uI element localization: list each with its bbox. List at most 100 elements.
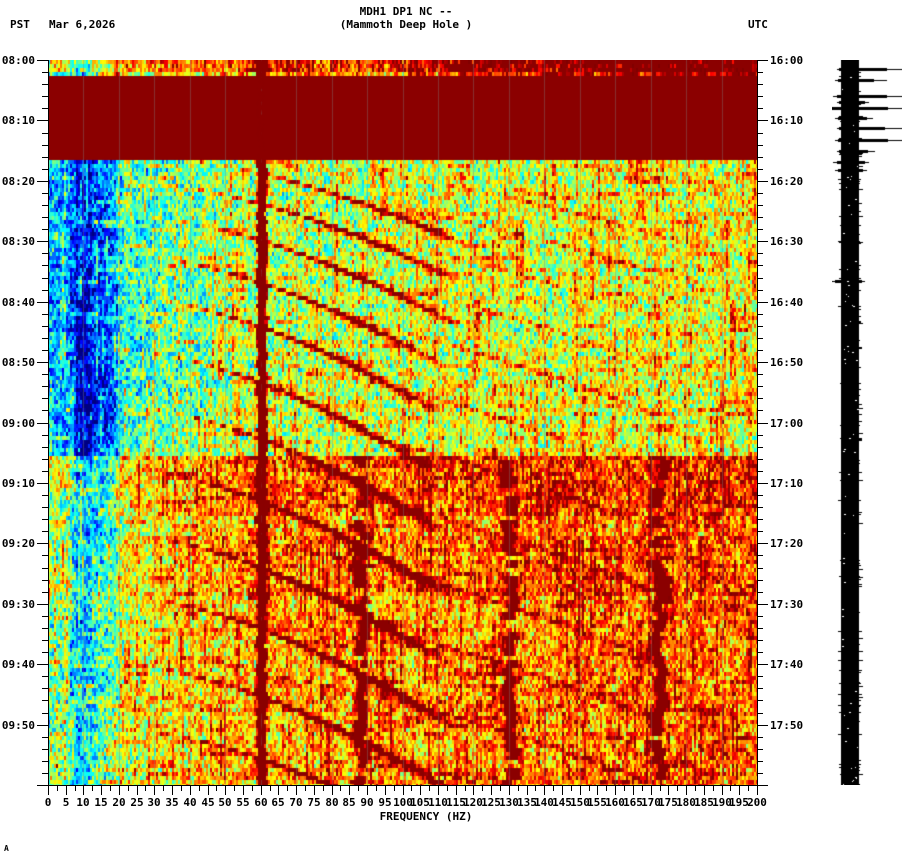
time-tick-left bbox=[42, 713, 48, 714]
time-tick-right bbox=[757, 725, 768, 726]
time-tick-left bbox=[37, 725, 48, 726]
frequency-tick bbox=[349, 786, 350, 795]
frequency-label: 125 bbox=[481, 796, 501, 809]
frequency-tick bbox=[358, 786, 359, 791]
time-tick-right bbox=[757, 628, 763, 629]
time-label-left: 09:40 bbox=[1, 658, 35, 671]
time-tick-left bbox=[42, 568, 48, 569]
time-tick-left bbox=[42, 398, 48, 399]
frequency-tick bbox=[500, 786, 501, 791]
frequency-tick bbox=[75, 786, 76, 791]
time-tick-left bbox=[42, 628, 48, 629]
frequency-tick bbox=[748, 786, 749, 791]
time-label-right: 16:40 bbox=[770, 296, 804, 309]
time-label-right: 17:20 bbox=[770, 537, 804, 550]
frequency-axis-title: FREQUENCY (HZ) bbox=[0, 810, 902, 823]
time-tick-left bbox=[42, 737, 48, 738]
time-tick-right bbox=[757, 580, 763, 581]
frequency-tick bbox=[340, 786, 341, 791]
frequency-tick bbox=[473, 786, 474, 795]
frequency-label: 30 bbox=[147, 796, 161, 809]
frequency-tick bbox=[491, 786, 492, 795]
frequency-tick bbox=[261, 786, 262, 795]
frequency-tick bbox=[509, 786, 510, 795]
time-tick-left bbox=[42, 688, 48, 689]
frequency-label: 170 bbox=[641, 796, 661, 809]
time-tick-right bbox=[757, 253, 763, 254]
time-tick-right bbox=[757, 108, 763, 109]
frequency-tick bbox=[677, 786, 678, 791]
frequency-label: 60 bbox=[254, 796, 268, 809]
time-tick-left bbox=[37, 120, 48, 121]
time-tick-left bbox=[37, 423, 48, 424]
header-station-name: (Mammoth Deep Hole ) bbox=[0, 18, 902, 31]
frequency-label: 70 bbox=[289, 796, 303, 809]
time-tick-left bbox=[42, 157, 48, 158]
time-tick-left bbox=[42, 253, 48, 254]
time-tick-left bbox=[37, 362, 48, 363]
time-tick-left bbox=[42, 265, 48, 266]
frequency-tick bbox=[296, 786, 297, 795]
time-tick-right bbox=[757, 84, 763, 85]
frequency-tick bbox=[101, 786, 102, 795]
time-tick-right bbox=[757, 362, 768, 363]
time-label-right: 17:50 bbox=[770, 719, 804, 732]
time-tick-left bbox=[42, 676, 48, 677]
time-tick-right bbox=[757, 785, 768, 786]
frequency-tick bbox=[385, 786, 386, 795]
time-tick-right bbox=[757, 290, 763, 291]
frequency-label: 25 bbox=[130, 796, 144, 809]
frequency-tick bbox=[580, 786, 581, 795]
frequency-tick bbox=[597, 786, 598, 795]
header-station-line-text: MDH1 DP1 NC -- bbox=[359, 5, 453, 18]
frequency-tick bbox=[314, 786, 315, 795]
frequency-tick bbox=[332, 786, 333, 795]
time-tick-right bbox=[757, 640, 763, 641]
time-label-left: 08:20 bbox=[1, 175, 35, 188]
frequency-tick bbox=[110, 786, 111, 791]
frequency-tick bbox=[252, 786, 253, 791]
frequency-tick bbox=[225, 786, 226, 795]
frequency-label: 20 bbox=[112, 796, 126, 809]
frequency-tick bbox=[553, 786, 554, 791]
frequency-tick bbox=[208, 786, 209, 795]
time-tick-right bbox=[757, 423, 768, 424]
frequency-tick bbox=[411, 786, 412, 791]
time-label-right: 16:20 bbox=[770, 175, 804, 188]
frequency-tick bbox=[128, 786, 129, 791]
frequency-label: 185 bbox=[694, 796, 714, 809]
time-tick-right bbox=[757, 60, 768, 61]
frequency-label: 165 bbox=[623, 796, 643, 809]
time-tick-right bbox=[757, 555, 763, 556]
time-tick-left bbox=[42, 229, 48, 230]
time-tick-right bbox=[757, 326, 763, 327]
time-label-left: 08:50 bbox=[1, 356, 35, 369]
time-label-right: 17:40 bbox=[770, 658, 804, 671]
time-tick-left bbox=[42, 495, 48, 496]
axis-line-left bbox=[48, 60, 49, 785]
time-tick-left bbox=[37, 785, 48, 786]
frequency-tick bbox=[145, 786, 146, 791]
frequency-label: 75 bbox=[307, 796, 321, 809]
time-tick-left bbox=[42, 217, 48, 218]
frequency-tick bbox=[589, 786, 590, 791]
frequency-label: 65 bbox=[271, 796, 285, 809]
frequency-axis-title-text: FREQUENCY (HZ) bbox=[379, 810, 473, 823]
frequency-tick bbox=[163, 786, 164, 791]
time-tick-right bbox=[757, 374, 763, 375]
spectrogram-plot[interactable] bbox=[48, 60, 757, 785]
frequency-label: 5 bbox=[62, 796, 70, 809]
time-label-left: 09:20 bbox=[1, 537, 35, 550]
time-tick-right bbox=[757, 664, 768, 665]
time-tick-right bbox=[757, 229, 763, 230]
time-tick-left bbox=[37, 483, 48, 484]
frequency-tick bbox=[713, 786, 714, 791]
time-label-left: 08:40 bbox=[1, 296, 35, 309]
time-tick-left bbox=[42, 278, 48, 279]
frequency-tick bbox=[243, 786, 244, 795]
time-tick-right bbox=[757, 410, 763, 411]
time-tick-left bbox=[42, 640, 48, 641]
frequency-tick bbox=[562, 786, 563, 795]
time-tick-left bbox=[42, 555, 48, 556]
time-tick-right bbox=[757, 72, 763, 73]
